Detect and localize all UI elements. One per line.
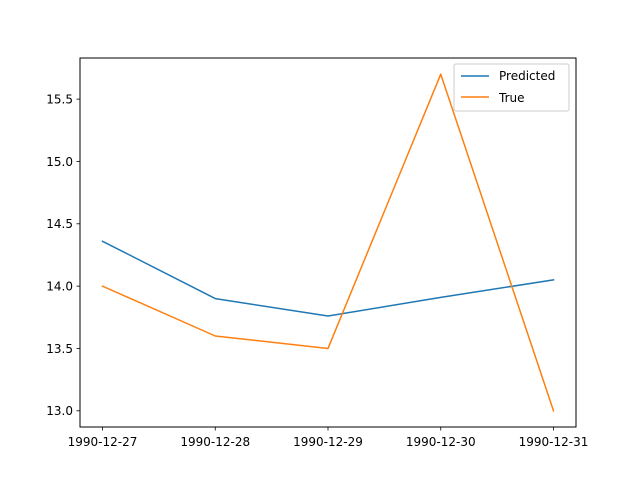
plot-frame xyxy=(79,57,577,428)
x-tick-label: 1990-12-31 xyxy=(519,435,589,449)
x-tick-label: 1990-12-30 xyxy=(406,435,476,449)
y-tick-label: 13.0 xyxy=(46,404,73,418)
series-lines xyxy=(101,73,555,412)
series-line-predicted xyxy=(101,240,555,317)
series-line-true xyxy=(101,73,555,412)
legend-label-true: True xyxy=(498,91,525,105)
y-tick-label: 14.0 xyxy=(46,279,73,293)
y-tick-label: 15.5 xyxy=(46,92,73,106)
y-tick-label: 13.5 xyxy=(46,342,73,356)
legend-label-predicted: Predicted xyxy=(499,69,555,83)
legend: Predicted True xyxy=(453,63,570,112)
y-tick-label: 14.5 xyxy=(46,217,73,231)
x-tick-label: 1990-12-27 xyxy=(68,435,138,449)
y-tick-label: 15.0 xyxy=(46,155,73,169)
y-axis: 13.0 13.5 14.0 14.5 15.0 15.5 xyxy=(46,92,80,418)
x-tick-label: 1990-12-28 xyxy=(180,435,250,449)
x-axis: 1990-12-27 1990-12-28 1990-12-29 1990-12-30… xyxy=(68,427,589,449)
x-tick-label: 1990-12-29 xyxy=(293,435,363,449)
